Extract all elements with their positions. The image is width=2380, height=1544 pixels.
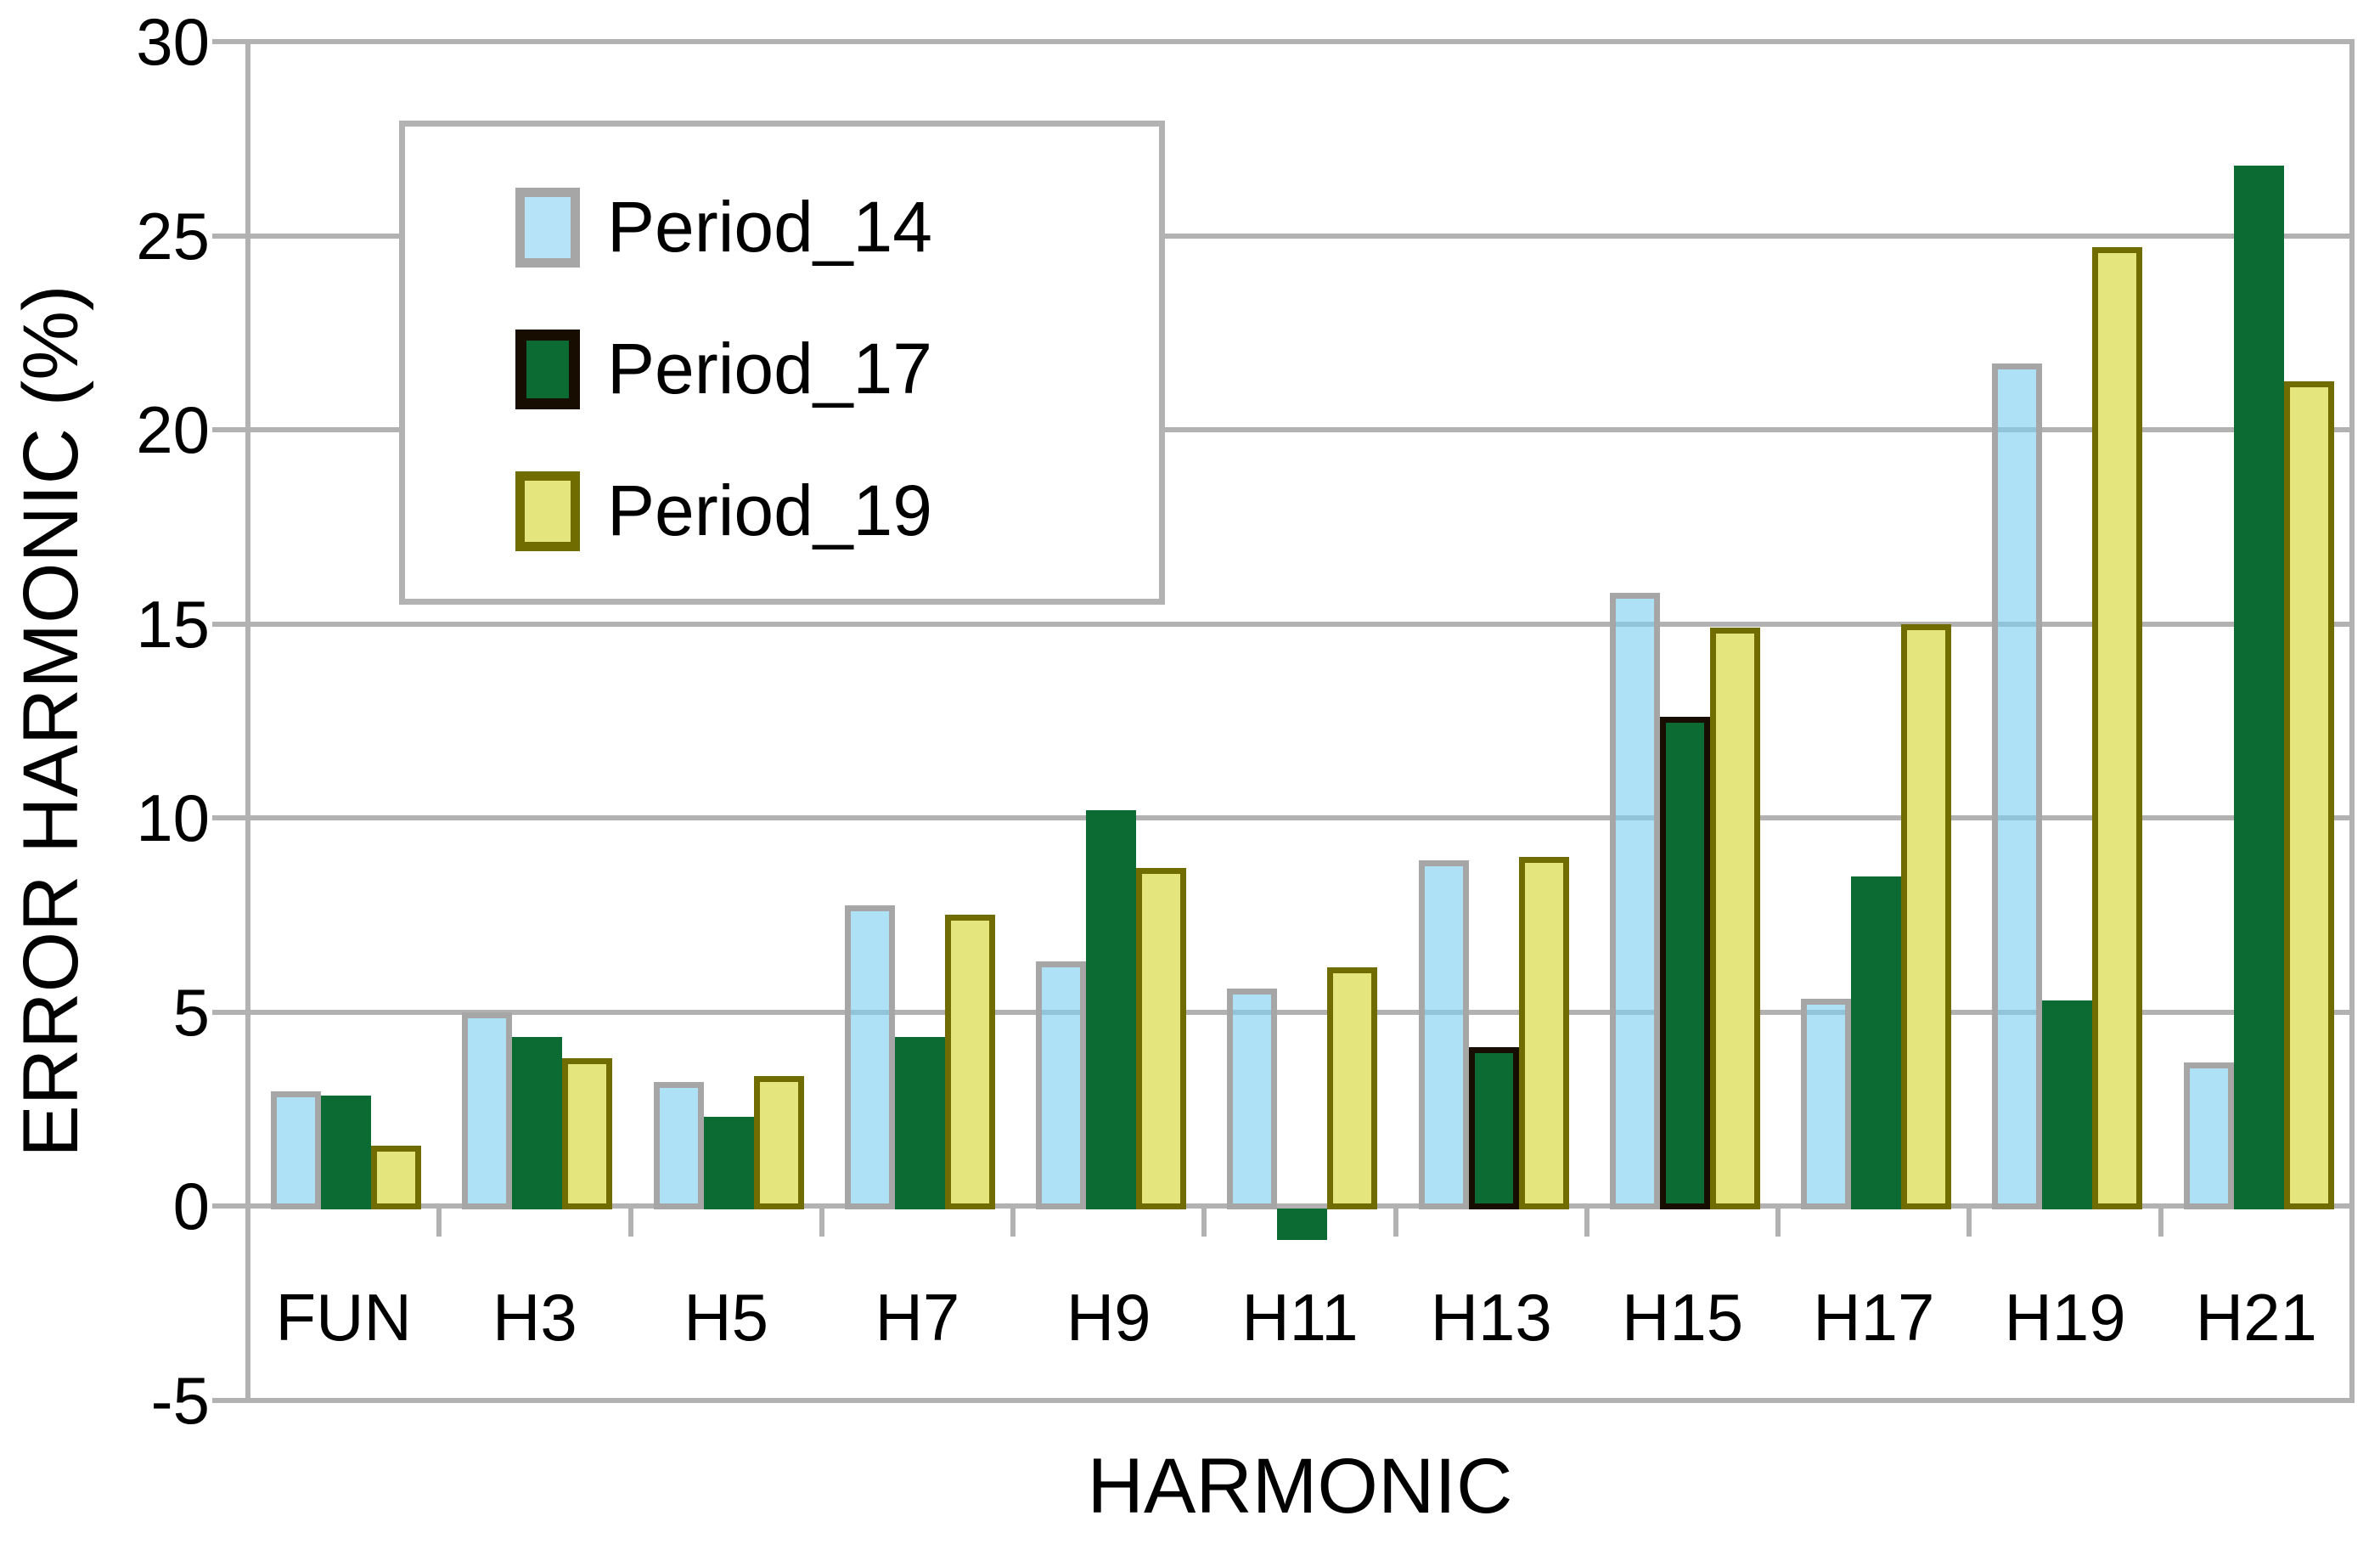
bar-Period_17-H15 [1659, 717, 1710, 1209]
bar-Period_17-H5 [703, 1116, 754, 1209]
plot-frame-left [245, 39, 250, 1403]
legend-swatch-Period_14 [515, 188, 580, 268]
y-tick-15 [212, 621, 248, 627]
plot-frame-top [245, 39, 2355, 44]
bar-Period_17-H11 [1277, 1209, 1328, 1240]
bar-Period_19-H15 [1709, 628, 1760, 1209]
bar-Period_19-H5 [753, 1075, 804, 1209]
legend: Period_14 Period_17 Period_19 [399, 121, 1165, 605]
x-tick-5 [1201, 1206, 1207, 1237]
legend-item-Period_19: Period_19 [405, 459, 1159, 561]
x-category-label-H11: H11 [1241, 1280, 1359, 1355]
legend-label-Period_17: Period_17 [607, 329, 932, 409]
bar-Period_14-H17 [1801, 998, 1852, 1209]
legend-item-Period_17: Period_17 [405, 318, 1159, 420]
y-tick-10 [212, 815, 248, 820]
bar-Period_17-H13 [1468, 1046, 1519, 1209]
bar-Period_14-H5 [653, 1081, 704, 1209]
x-tick-7 [1584, 1206, 1589, 1237]
y-tick-25 [212, 233, 248, 239]
gridline-5 [248, 1009, 2352, 1015]
bar-Period_17-FUN [321, 1095, 371, 1209]
x-tick-3 [819, 1206, 824, 1237]
gridline-10 [248, 815, 2352, 820]
gridline-15 [248, 621, 2352, 627]
bar-Period_14-H3 [462, 1011, 513, 1209]
x-tick-8 [1775, 1206, 1781, 1237]
y-tick-5 [212, 1009, 248, 1015]
x-tick-1 [436, 1206, 442, 1237]
x-category-label-H9: H9 [1066, 1280, 1151, 1355]
y-tick-20 [212, 427, 248, 432]
x-tick-9 [1966, 1206, 1972, 1237]
bar-Period_17-H17 [1851, 876, 1902, 1209]
bar-Period_17-H21 [2233, 166, 2284, 1209]
bar-Period_19-H17 [1901, 623, 1952, 1209]
x-tick-4 [1010, 1206, 1016, 1237]
legend-swatch-Period_19 [515, 471, 580, 551]
y-tick-label-20: 20 [136, 392, 210, 467]
bar-Period_19-H11 [1327, 966, 1378, 1209]
bar-Period_14-H21 [2183, 1062, 2234, 1209]
y-tick--5 [212, 1397, 248, 1403]
y-tick-label-30: 30 [136, 4, 210, 79]
bar-Period_14-H13 [1418, 860, 1469, 1209]
y-tick-label-5: 5 [172, 974, 210, 1050]
bar-Period_19-H19 [2092, 247, 2143, 1209]
y-axis-title: ERROR HARMONIC (%) [8, 285, 94, 1158]
x-category-label-H13: H13 [1430, 1280, 1552, 1355]
bar-Period_19-H7 [944, 915, 995, 1209]
bar-Period_14-H7 [844, 904, 895, 1209]
legend-label-Period_14: Period_14 [607, 187, 932, 267]
bar-Period_14-H9 [1036, 961, 1087, 1209]
bar-Period_14-FUN [271, 1091, 321, 1209]
y-tick-30 [212, 39, 248, 44]
y-tick-label-15: 15 [136, 586, 210, 662]
bar-Period_14-H11 [1227, 989, 1278, 1209]
y-tick-label-10: 10 [136, 780, 210, 855]
x-tick-10 [2158, 1206, 2163, 1237]
legend-swatch-Period_17 [515, 330, 580, 409]
x-tick-6 [1393, 1206, 1398, 1237]
legend-item-Period_14: Period_14 [405, 176, 1159, 278]
legend-label-Period_19: Period_19 [607, 471, 932, 550]
gridline-20 [248, 427, 2352, 432]
y-tick-label-0: 0 [172, 1169, 210, 1243]
x-tick-2 [627, 1206, 633, 1237]
bar-Period_17-H3 [512, 1037, 563, 1209]
gridline-0 [248, 1203, 2352, 1209]
plot-frame-right [2349, 39, 2355, 1403]
bar-Period_17-H19 [2042, 1000, 2093, 1209]
x-category-label-H19: H19 [2004, 1280, 2126, 1355]
plot-frame-bottom [245, 1397, 2355, 1403]
bar-Period_19-H13 [1518, 856, 1569, 1209]
x-category-label-H15: H15 [1621, 1280, 1744, 1355]
bar-Period_17-H9 [1086, 809, 1137, 1209]
y-tick-label-25: 25 [136, 198, 210, 273]
x-axis-title: HARMONIC [1087, 1443, 1513, 1530]
x-category-label-H5: H5 [684, 1280, 769, 1355]
x-category-label-H17: H17 [1813, 1280, 1935, 1355]
bar-Period_19-H3 [562, 1058, 613, 1209]
x-category-label-H21: H21 [2195, 1280, 2317, 1355]
bar-Period_14-H19 [1992, 363, 2043, 1209]
x-category-label-H3: H3 [492, 1280, 577, 1355]
gridline-25 [248, 233, 2352, 239]
bar-Period_19-H21 [2283, 380, 2334, 1209]
x-category-label-FUN: FUN [275, 1280, 412, 1355]
bar-Period_19-H9 [1136, 868, 1187, 1209]
y-tick-0 [212, 1203, 248, 1209]
y-tick-label--5: -5 [150, 1362, 210, 1438]
bar-Period_19-FUN [371, 1146, 421, 1209]
bar-Period_14-H15 [1609, 592, 1660, 1209]
x-category-label-H7: H7 [875, 1280, 960, 1355]
bar-Period_17-H7 [894, 1037, 945, 1209]
